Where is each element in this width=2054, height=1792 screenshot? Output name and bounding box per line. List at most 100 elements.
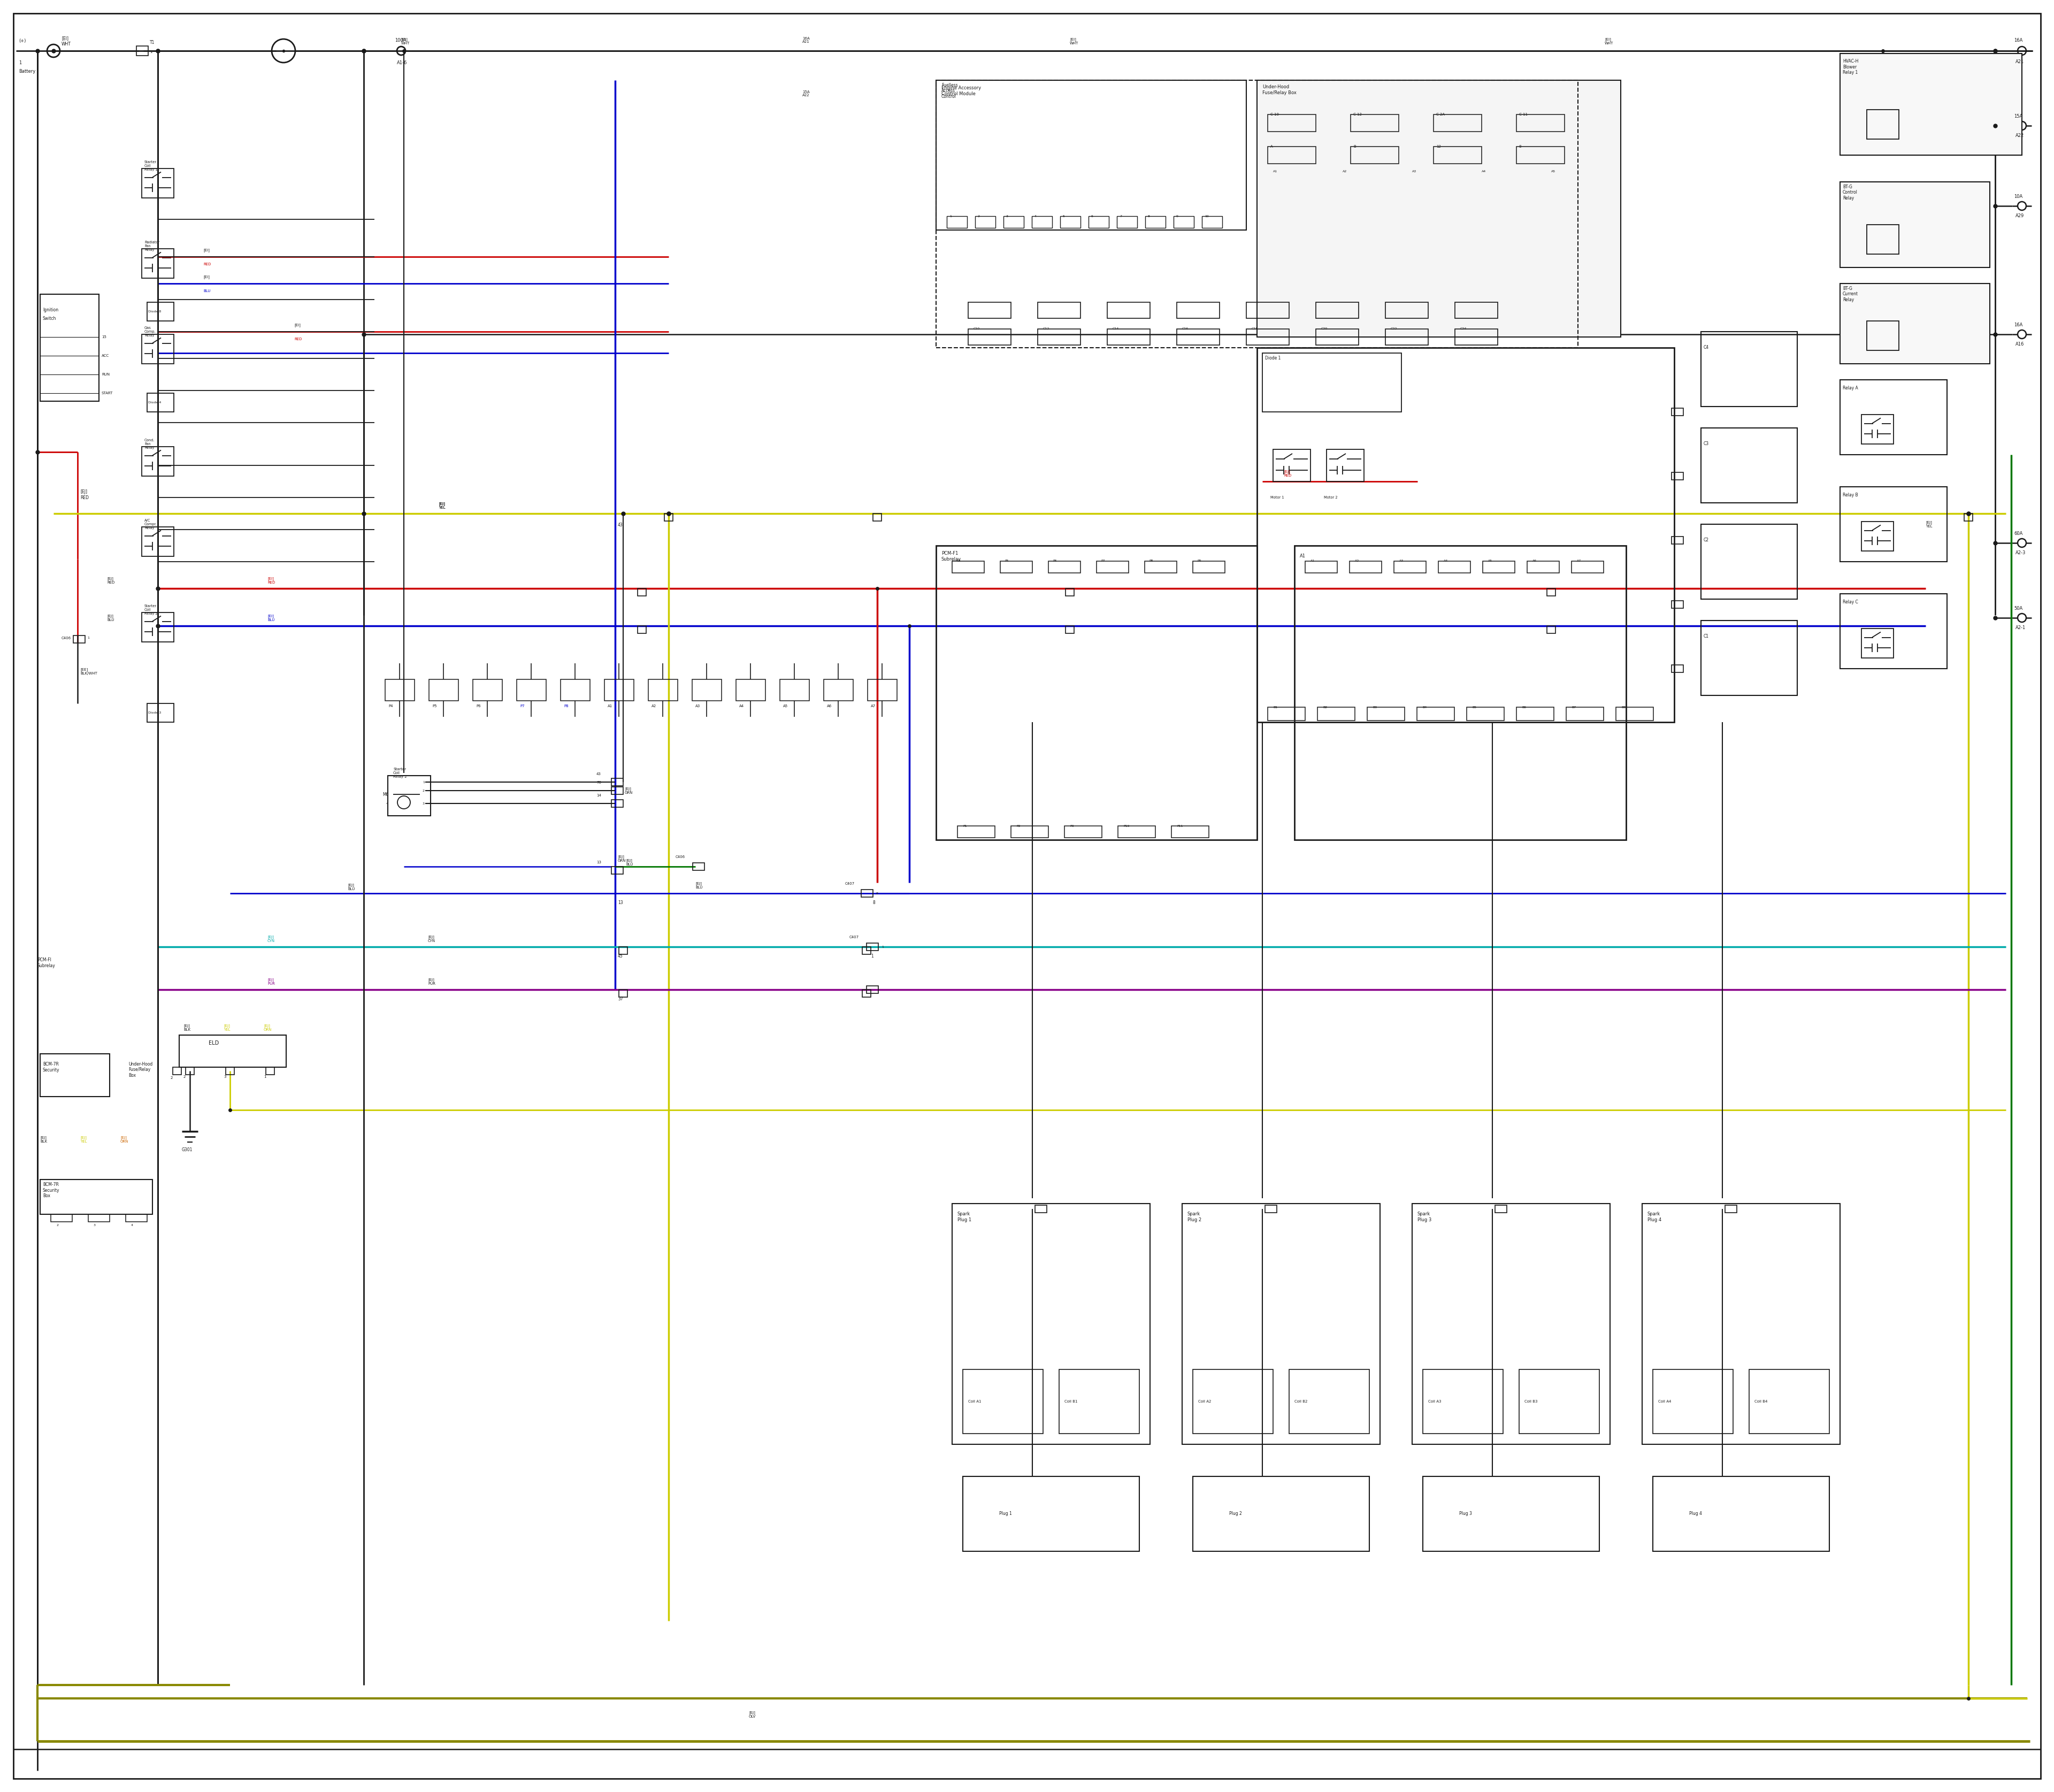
Text: [EJ]
PUR: [EJ] PUR [267,978,275,986]
Bar [1434,115,1481,131]
Bar [867,943,879,950]
Text: [EJ]
OLV: [EJ] OLV [750,1711,756,1719]
Text: [EI]
WHT: [EI] WHT [401,38,411,45]
Text: 8: 8 [1148,215,1150,217]
Text: [EI]
BLU: [EI] BLU [267,615,275,622]
Text: ACC: ACC [101,355,109,357]
Text: C3: C3 [1703,441,1709,446]
Bar [1417,708,1454,720]
Text: A3: A3 [1413,170,1417,172]
Text: 2: 2 [423,788,425,792]
Text: 1: 1 [871,953,873,959]
Bar [612,799,622,806]
Text: Plug 2: Plug 2 [1228,1511,1243,1516]
Bar [1516,147,1565,163]
Text: [EJ]
CYN: [EJ] CYN [267,935,275,943]
Text: Spark
Plug 4: Spark Plug 4 [1647,1211,1662,1222]
Text: Diode 4: Diode 4 [148,401,160,405]
Text: P4: P4 [957,559,961,563]
Bar [1304,561,1337,573]
Text: C24: C24 [1460,328,1467,330]
Text: 4: 4 [386,803,388,805]
Bar [74,636,84,643]
Bar [1520,1369,1600,1434]
Bar [967,303,1011,319]
Bar [1384,303,1428,319]
Bar [1653,1369,1734,1434]
Bar [663,514,674,521]
Text: RUN: RUN [101,373,109,376]
Text: 13: 13 [618,901,622,905]
Text: Motor 1: Motor 1 [1269,496,1284,500]
Bar [1317,303,1358,319]
Text: 4: 4 [131,1224,134,1226]
Text: 3: 3 [1006,215,1009,217]
Bar [1423,1477,1600,1552]
Text: A21: A21 [2015,59,2023,65]
Bar [1413,1204,1610,1444]
Bar [1641,1204,1840,1444]
Bar [604,679,635,701]
Text: C406: C406 [62,636,72,640]
Bar [148,704,175,722]
Bar [976,217,996,228]
Bar [1267,115,1317,131]
Text: C407: C407 [850,935,859,939]
Bar [388,776,431,815]
Bar [1257,81,1621,337]
Bar [1352,115,1399,131]
Text: HVAC-H
Blower
Relay 1: HVAC-H Blower Relay 1 [1842,59,1859,75]
Text: C18: C18 [1251,328,1259,330]
Text: A3: A3 [1399,559,1403,563]
Bar [963,1369,1043,1434]
Text: P2: P2 [1017,824,1021,828]
Text: [EJ]
BLK: [EJ] BLK [41,1136,47,1143]
Text: Spark
Plug 2: Spark Plug 2 [1187,1211,1202,1222]
Text: P11: P11 [1177,824,1183,828]
Bar [618,946,626,955]
Bar [1840,54,2021,156]
Text: [EJ]
YEL: [EJ] YEL [1927,520,1933,529]
Text: START: START [101,392,113,394]
Text: C2: C2 [1703,538,1709,543]
Text: P9: P9 [1197,559,1202,563]
Bar [1060,1369,1140,1434]
Bar [692,679,721,701]
Bar [1495,1206,1508,1213]
Bar [1031,217,1052,228]
Text: [EJ]
BLK: [EJ] BLK [183,1023,191,1030]
Text: [EJ]
YEL: [EJ] YEL [224,1023,230,1030]
Text: Coil A1: Coil A1 [967,1400,982,1403]
Bar [1263,353,1401,412]
Text: 3: 3 [94,1224,97,1226]
Bar [1395,561,1425,573]
Bar [1701,525,1797,599]
Bar [1097,561,1128,573]
Bar [1454,330,1497,346]
Bar [41,294,99,401]
Bar [1349,561,1382,573]
Text: 3: 3 [423,803,425,805]
Text: [EJ]
YEL: [EJ] YEL [80,1136,86,1143]
Bar [1177,330,1220,346]
Bar [863,946,871,955]
Bar [957,826,994,837]
Bar [967,330,1011,346]
Bar [1672,409,1684,416]
Bar [142,527,175,556]
Text: 16A
A21: 16A A21 [803,36,809,43]
Text: 16A: 16A [2013,323,2023,328]
Text: C20: C20 [1321,328,1327,330]
Bar [1701,620,1797,695]
Text: 13: 13 [596,860,602,864]
Bar [51,1215,72,1222]
Text: [EI]
WHT: [EI] WHT [62,36,72,47]
Text: [EI]
RED: [EI] RED [267,577,275,584]
Bar [1193,1477,1370,1552]
Bar [1861,629,1894,658]
Text: B5: B5 [1473,706,1477,708]
Bar [1247,303,1290,319]
Text: C407: C407 [844,882,854,885]
Bar [1000,561,1033,573]
Bar [1840,181,1990,267]
